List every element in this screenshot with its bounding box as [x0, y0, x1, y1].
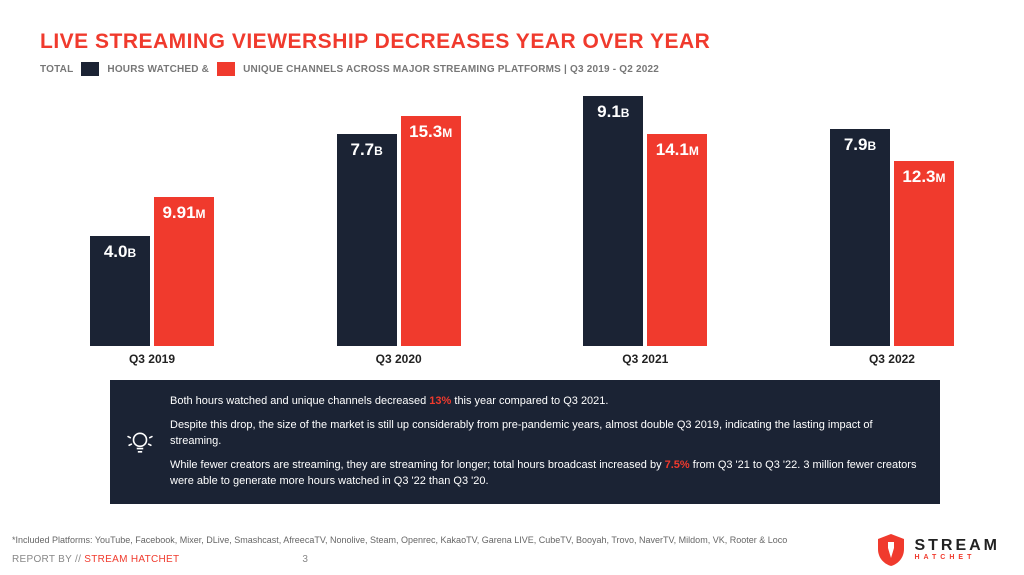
legend-label-hours: HOURS WATCHED & — [107, 64, 209, 75]
insight-text: Both hours watched and unique channels d… — [170, 394, 920, 490]
bar-hours: 7.7B — [337, 134, 397, 346]
insight-p1a: Both hours watched and unique channels d… — [170, 395, 429, 407]
insight-p1b: this year compared to Q3 2021. — [451, 395, 608, 407]
logo-subtext: HATCHET — [914, 554, 1000, 561]
bar-channels: 14.1M — [647, 134, 707, 346]
shield-icon — [876, 533, 906, 567]
footer-prefix: REPORT BY // — [12, 554, 84, 565]
bar-value-label: 15.3M — [401, 122, 461, 142]
bar-group: 7.9B12.3M — [830, 129, 954, 346]
insight-p3-highlight: 7.5% — [665, 459, 690, 471]
bar-value-label: 7.9B — [830, 135, 890, 155]
legend-swatch-hours — [81, 62, 99, 76]
bar-channels: 12.3M — [894, 161, 954, 346]
legend-swatch-channels — [217, 62, 235, 76]
bar-channels: 15.3M — [401, 116, 461, 346]
page-number: 3 — [302, 554, 308, 565]
bar-hours: 7.9B — [830, 129, 890, 346]
insight-p3a: While fewer creators are streaming, they… — [170, 459, 665, 471]
legend-prefix: TOTAL — [40, 64, 73, 75]
brand-logo: STREAM HATCHET — [876, 533, 1000, 567]
bar-channels: 9.91M — [154, 197, 214, 346]
bar-group: 9.1B14.1M — [583, 96, 707, 346]
legend: TOTAL HOURS WATCHED & UNIQUE CHANNELS AC… — [40, 62, 984, 76]
x-axis: Q3 2019 Q3 2020 Q3 2021 Q3 2022 — [40, 346, 984, 366]
bar-group: 7.7B15.3M — [337, 116, 461, 346]
page-title: LIVE STREAMING VIEWERSHIP DECREASES YEAR… — [40, 30, 984, 54]
insight-p2: Despite this drop, the size of the marke… — [170, 418, 920, 450]
bar-value-label: 4.0B — [90, 242, 150, 262]
lightbulb-icon — [126, 429, 154, 455]
insight-box: Both hours watched and unique channels d… — [110, 380, 940, 504]
bar-hours: 9.1B — [583, 96, 643, 346]
footer-brand: STREAM HATCHET — [84, 554, 179, 565]
bar-value-label: 14.1M — [647, 140, 707, 160]
report-slide: LIVE STREAMING VIEWERSHIP DECREASES YEAR… — [0, 0, 1024, 575]
bar-value-label: 9.1B — [583, 102, 643, 122]
footer: REPORT BY // STREAM HATCHET 3 — [12, 554, 308, 565]
insight-p1-highlight: 13% — [429, 395, 451, 407]
bar-group: 4.0B9.91M — [90, 197, 214, 346]
x-axis-label: Q3 2022 — [830, 352, 954, 366]
x-axis-label: Q3 2020 — [337, 352, 461, 366]
legend-label-channels: UNIQUE CHANNELS ACROSS MAJOR STREAMING P… — [243, 64, 659, 75]
bar-value-label: 9.91M — [154, 203, 214, 223]
footnote: *Included Platforms: YouTube, Facebook, … — [12, 535, 787, 545]
bar-hours: 4.0B — [90, 236, 150, 346]
bar-chart: 4.0B9.91M 7.7B15.3M 9.1B14.1M 7.9B12.3M — [40, 96, 984, 346]
x-axis-label: Q3 2019 — [90, 352, 214, 366]
x-axis-label: Q3 2021 — [583, 352, 707, 366]
bar-value-label: 7.7B — [337, 140, 397, 160]
logo-text: STREAM — [914, 539, 1000, 553]
bar-value-label: 12.3M — [894, 167, 954, 187]
